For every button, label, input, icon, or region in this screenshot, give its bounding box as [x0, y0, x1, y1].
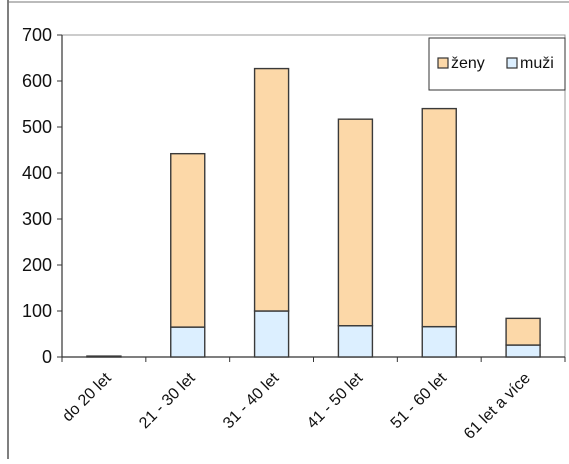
legend-swatch-muzi	[506, 57, 518, 69]
y-tick-label: 200	[22, 255, 52, 275]
y-tick-label: 700	[22, 25, 52, 45]
legend-box	[428, 37, 566, 91]
bar-segment-muzi	[421, 325, 457, 358]
bar-segment-muzi	[253, 310, 290, 358]
bar-segment-zeny	[170, 152, 206, 328]
y-tick-label: 100	[22, 301, 52, 321]
bar-segment-muzi	[170, 326, 206, 358]
axis-layer: 0 100 200 300 400 500 600 700	[22, 25, 566, 367]
legend-label-zeny: ženy	[451, 55, 485, 72]
y-tick-label: 600	[22, 71, 52, 91]
legend-swatch-zeny	[437, 57, 449, 69]
bars-layer	[86, 67, 541, 358]
bar-segment-zeny	[505, 317, 541, 346]
y-tick-label: 300	[22, 209, 52, 229]
bar-segment-muzi	[86, 355, 122, 358]
bar-segment-muzi	[337, 325, 374, 358]
bar-segment-zeny	[253, 67, 290, 312]
y-tick-label: 0	[42, 347, 52, 367]
legend: ženy muži	[428, 37, 566, 91]
y-tick-label: 400	[22, 163, 52, 183]
bar-segment-zeny	[337, 118, 374, 327]
y-tick-label: 500	[22, 117, 52, 137]
bar-segment-muzi	[505, 344, 541, 358]
legend-label-muzi: muži	[520, 55, 554, 72]
bar-segment-zeny	[421, 107, 457, 328]
